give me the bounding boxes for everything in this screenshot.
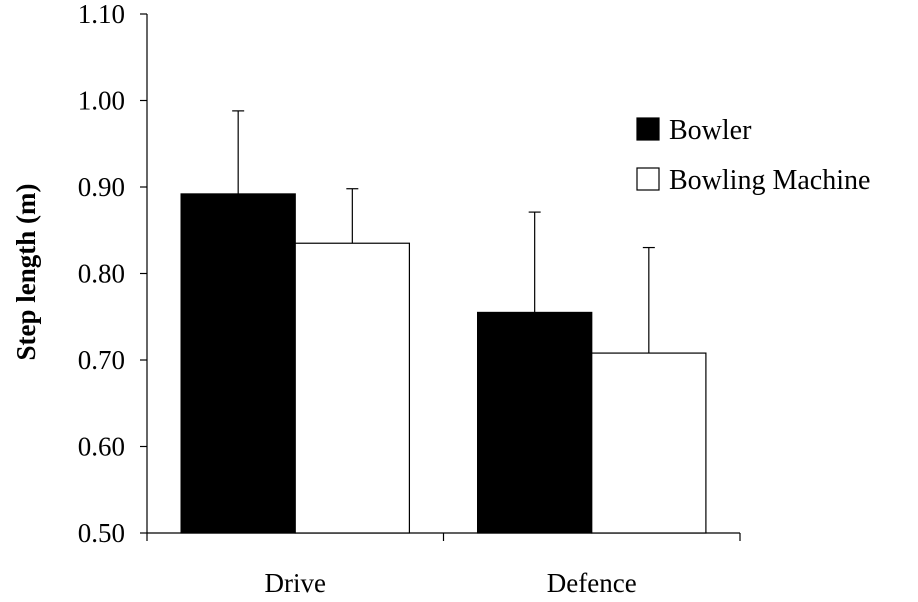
bar-bowler-drive [180, 193, 296, 534]
x-category-label: Drive [265, 568, 326, 598]
y-tick-label: 1.10 [78, 0, 125, 29]
y-tick-label: 0.90 [78, 172, 125, 202]
legend-swatch [636, 167, 660, 191]
x-category-label: Defence [547, 568, 637, 598]
legend: Bowler Bowling Machine [636, 115, 870, 196]
y-tick-label: 0.70 [78, 345, 125, 375]
error-bars [232, 110, 655, 354]
bar-bowling-machine-defence [591, 352, 707, 534]
y-tick-label: 1.00 [78, 86, 125, 116]
y-axis: 0.50 0.60 0.70 0.80 0.90 1.00 1.10 [78, 0, 148, 548]
y-axis-title: Step length (m) [11, 184, 41, 361]
y-tick-label: 0.80 [78, 259, 125, 289]
legend-label: Bowler [669, 115, 752, 146]
y-tick-label: 0.50 [78, 518, 125, 548]
legend-label: Bowling Machine [669, 165, 870, 196]
bar-bowling-machine-drive [294, 242, 411, 534]
legend-swatch [636, 117, 660, 141]
bars [180, 193, 707, 534]
y-tick-label: 0.60 [78, 432, 125, 462]
x-axis: Drive Defence [146, 532, 741, 598]
bar-bowler-defence [476, 311, 593, 534]
